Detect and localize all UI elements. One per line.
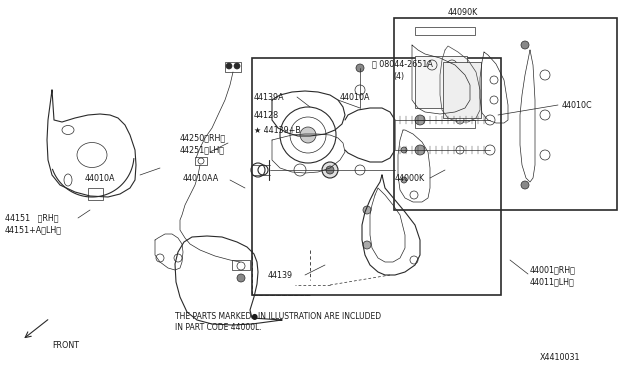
Bar (415, 56, 467, 108)
Circle shape (521, 41, 529, 49)
Text: 44251〈LH〉: 44251〈LH〉 (180, 145, 225, 154)
Text: 44151+A〈LH〉: 44151+A〈LH〉 (5, 225, 62, 234)
Circle shape (401, 147, 407, 153)
Bar (195, 157, 207, 165)
Text: (4): (4) (393, 71, 404, 80)
Circle shape (326, 166, 334, 174)
Bar (225, 62, 241, 72)
Text: 44090K: 44090K (448, 7, 478, 16)
Text: 44010C: 44010C (562, 100, 593, 109)
Circle shape (363, 241, 371, 249)
Bar (415, 27, 475, 35)
Circle shape (356, 64, 364, 72)
Text: 44010AA: 44010AA (183, 173, 220, 183)
Circle shape (226, 63, 232, 69)
Text: 44139A: 44139A (254, 93, 285, 102)
Text: IN PART CODE 44000L.: IN PART CODE 44000L. (175, 324, 262, 333)
Text: FRONT: FRONT (52, 340, 79, 350)
Text: 44010A: 44010A (340, 93, 371, 102)
Text: THE PARTS MARKED●IN ILLUSTRATION ARE INCLUDED: THE PARTS MARKED●IN ILLUSTRATION ARE INC… (175, 311, 381, 321)
Circle shape (415, 115, 425, 125)
Text: ★ 44139+B: ★ 44139+B (254, 125, 301, 135)
Text: 44128: 44128 (254, 110, 279, 119)
Circle shape (237, 274, 245, 282)
Text: Ⓑ 08044-2651A: Ⓑ 08044-2651A (372, 60, 433, 68)
Bar (394, 18, 617, 210)
Circle shape (234, 63, 240, 69)
Circle shape (521, 181, 529, 189)
Text: 44000K: 44000K (395, 173, 425, 183)
Circle shape (322, 162, 338, 178)
Circle shape (415, 145, 425, 155)
Bar (252, 58, 501, 295)
Bar (88, 188, 103, 200)
Text: X4410031: X4410031 (540, 353, 580, 362)
Text: 44010A: 44010A (85, 173, 115, 183)
Circle shape (401, 177, 407, 183)
Bar (415, 120, 475, 128)
Bar (232, 260, 250, 270)
Bar (443, 62, 481, 118)
Circle shape (363, 206, 371, 214)
Text: 44011〈LH〉: 44011〈LH〉 (530, 278, 575, 286)
Text: 44151   〈RH〉: 44151 〈RH〉 (5, 214, 58, 222)
Circle shape (300, 127, 316, 143)
Text: 44139: 44139 (268, 270, 293, 279)
Text: 44250〈RH〉: 44250〈RH〉 (180, 134, 226, 142)
Text: 44001〈RH〉: 44001〈RH〉 (530, 266, 576, 275)
